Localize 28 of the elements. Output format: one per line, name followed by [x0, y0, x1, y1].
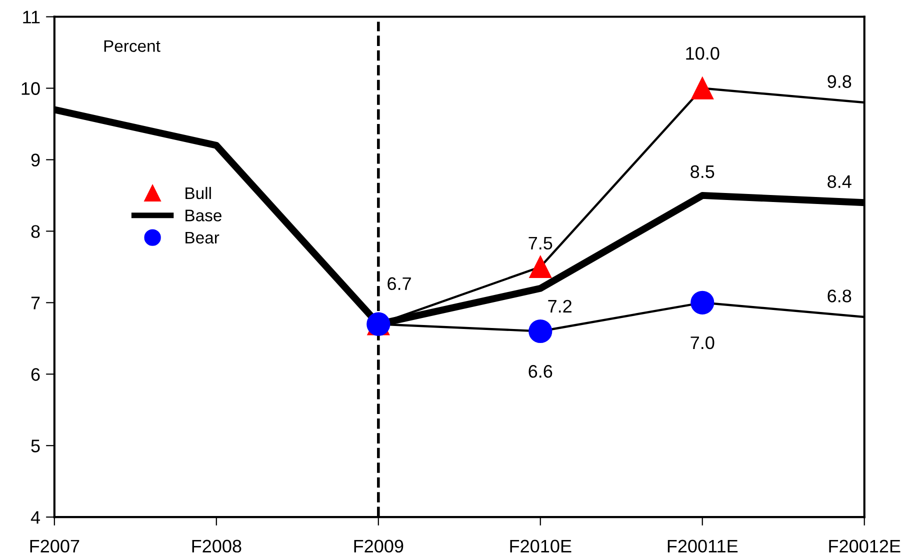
annotation: Percent: [104, 40, 160, 52]
y-tick-label: 10: [22, 82, 40, 95]
x-tick-label: F2010E: [510, 540, 572, 553]
data-label: 7.0: [690, 336, 714, 350]
data-label: 6.6: [528, 364, 552, 378]
x-tick-label: F2009: [354, 540, 404, 553]
y-tick-label: 7: [31, 296, 40, 310]
data-label: 9.8: [828, 75, 852, 88]
legend-label: Bear: [186, 232, 220, 244]
data-label: 8.5: [690, 165, 714, 178]
data-label: 10.0: [686, 46, 720, 60]
x-tick-label: F20011E: [668, 540, 738, 553]
data-label: 7.2: [548, 300, 572, 312]
x-tick-label: F2007: [30, 540, 80, 553]
data-label: 6.7: [388, 277, 411, 290]
y-tick-label: 6: [31, 368, 40, 381]
y-tick-label: 8: [31, 225, 40, 238]
y-tick-label: 11: [23, 10, 40, 24]
y-tick-label: 5: [31, 440, 40, 452]
legend-label: Bull: [186, 186, 211, 200]
x-tick-label: F2008: [192, 540, 242, 553]
y-tick-label: 9: [31, 154, 40, 166]
data-label: 8.4: [828, 175, 852, 188]
legend-label: Base: [186, 210, 222, 222]
data-label: 6.8: [828, 290, 852, 302]
data-label: 7.5: [528, 236, 552, 250]
y-tick-label: 4: [30, 511, 40, 524]
x-tick-label: F20012E: [829, 540, 900, 553]
